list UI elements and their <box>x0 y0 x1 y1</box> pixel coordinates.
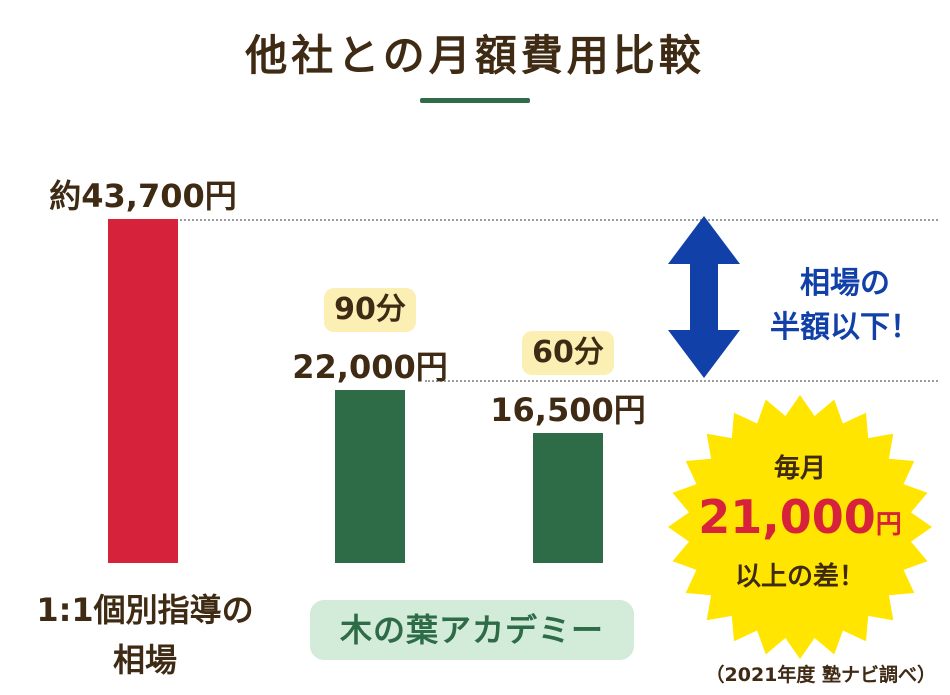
burst-amount-value: 21,000 <box>698 490 876 544</box>
bar-value-label-2: 22,000円 <box>292 347 448 386</box>
burst-line1: 毎月 <box>773 454 826 484</box>
burst-amount: 21,000円 <box>670 490 930 544</box>
burst-line3: 以上の差！ <box>734 562 865 592</box>
duration-badge-3: 60分 <box>522 331 614 376</box>
guide-line-bottom <box>425 380 938 382</box>
category-label-market-line2: 相場 <box>112 641 177 679</box>
half-price-line2: 半額以下！ <box>770 310 920 345</box>
category-label-market-line1: 1:1個別指導の <box>36 591 254 629</box>
half-price-note: 相場の 半額以下！ <box>740 262 950 350</box>
source-note: （2021年度 塾ナビ調べ） <box>705 664 937 686</box>
half-price-line1: 相場の <box>800 266 890 301</box>
category-label-academy: 木の葉アカデミー <box>310 600 634 660</box>
bar-2 <box>335 389 405 563</box>
guide-line-top <box>180 219 938 221</box>
double-arrow-icon <box>668 216 740 378</box>
bar-3 <box>533 433 603 563</box>
bar-value-label-1: 約43,700円 <box>49 177 237 215</box>
bar-1 <box>108 219 178 563</box>
starburst-badge <box>668 395 932 659</box>
title-underline <box>420 98 530 103</box>
starburst-shape <box>668 395 932 659</box>
duration-badge-2: 90分 <box>324 287 416 332</box>
burst-amount-unit: 円 <box>875 510 902 540</box>
bar-value-label-3: 16,500円 <box>490 391 646 430</box>
page-title: 他社との月額費用比較 <box>245 31 705 80</box>
category-label-market: 1:1個別指導の 相場 <box>0 585 290 685</box>
